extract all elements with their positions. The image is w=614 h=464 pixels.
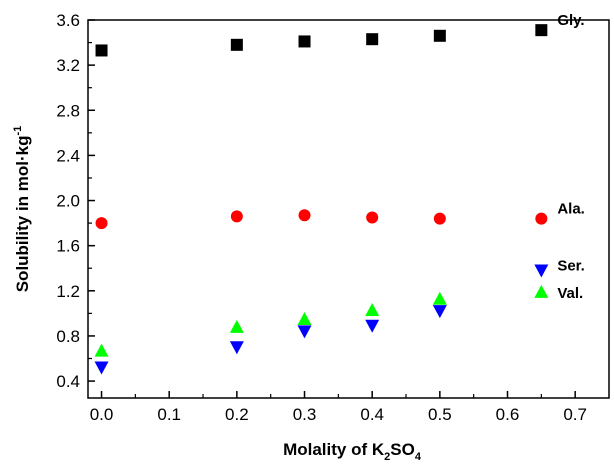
y-axis-title-superscript: -1 — [12, 126, 24, 136]
ala-data-point — [433, 212, 446, 225]
ala-data-point — [535, 212, 548, 225]
gly-data-point — [95, 44, 108, 57]
x-tick-label: 0.4 — [360, 405, 384, 424]
gly-data-point — [433, 29, 446, 42]
ser-data-point — [94, 361, 109, 375]
val-series-label: Val. — [557, 285, 583, 302]
ala-data-point — [230, 210, 243, 223]
y-tick-label: 2.0 — [56, 192, 80, 211]
val-data-point — [94, 343, 109, 357]
plot-frame — [87, 19, 610, 399]
x-axis-title-prefix: Molality of K — [283, 440, 385, 459]
y-axis-title-main: Solubility in mol·kg — [13, 136, 32, 293]
ser-series-label: Ser. — [557, 257, 585, 274]
y-tick-label: 0.8 — [56, 327, 80, 346]
x-axis-title-mid: SO — [390, 440, 415, 459]
y-tick-label: 2.4 — [56, 146, 80, 165]
x-axis-title-subscript-2: 4 — [415, 451, 422, 463]
axis-ticks: 0.0 0.1 0.2 0.3 0.4 0.5 0.6 0.7 0.4 0.8 1.2 1.6 2.0 2… — [56, 11, 587, 424]
y-tick-label: 1.2 — [56, 282, 80, 301]
ala-data-point — [366, 211, 379, 224]
ala-data-point — [298, 209, 311, 222]
data-markers — [94, 24, 549, 375]
gly-data-point — [230, 38, 243, 51]
val-data-point — [365, 302, 380, 316]
ala-series-label: Ala. — [557, 201, 585, 218]
y-tick-label: 0.4 — [56, 372, 80, 391]
x-axis-title: Molality of K2SO4 — [283, 440, 422, 463]
y-tick-label: 1.6 — [56, 237, 80, 256]
x-tick-label: 0.7 — [563, 405, 587, 424]
y-tick-label: 3.6 — [56, 11, 80, 30]
x-axis-title-subscript-1: 2 — [384, 451, 390, 463]
val-data-point — [297, 312, 312, 326]
ser-data-point — [432, 305, 447, 319]
series-labels: Gly. Ala. Ser. Val. — [557, 12, 585, 302]
gly-data-point — [366, 33, 379, 46]
y-axis-title: Solubility in mol·kg-1 — [12, 126, 32, 293]
y-tick-label: 3.2 — [56, 56, 80, 75]
x-tick-label: 0.0 — [90, 405, 114, 424]
x-tick-label: 0.5 — [428, 405, 452, 424]
val-data-point — [432, 291, 447, 305]
val-data-point — [229, 319, 244, 333]
val-data-point — [534, 284, 549, 298]
x-tick-label: 0.6 — [496, 405, 520, 424]
x-tick-label: 0.1 — [157, 405, 181, 424]
x-tick-label: 0.2 — [225, 405, 249, 424]
gly-data-point — [298, 35, 311, 48]
ser-data-point — [297, 325, 312, 339]
ser-data-point — [229, 341, 244, 355]
y-tick-label: 2.8 — [56, 101, 80, 120]
plot-area: 0.0 0.1 0.2 0.3 0.4 0.5 0.6 0.7 0.4 0.8 1.2 1.6 2.0 2… — [56, 11, 610, 424]
x-tick-label: 0.3 — [293, 405, 317, 424]
ser-data-point — [534, 264, 549, 278]
gly-series-label: Gly. — [557, 12, 584, 29]
gly-data-point — [535, 24, 548, 37]
ala-data-point — [95, 217, 108, 230]
ser-data-point — [365, 319, 380, 333]
